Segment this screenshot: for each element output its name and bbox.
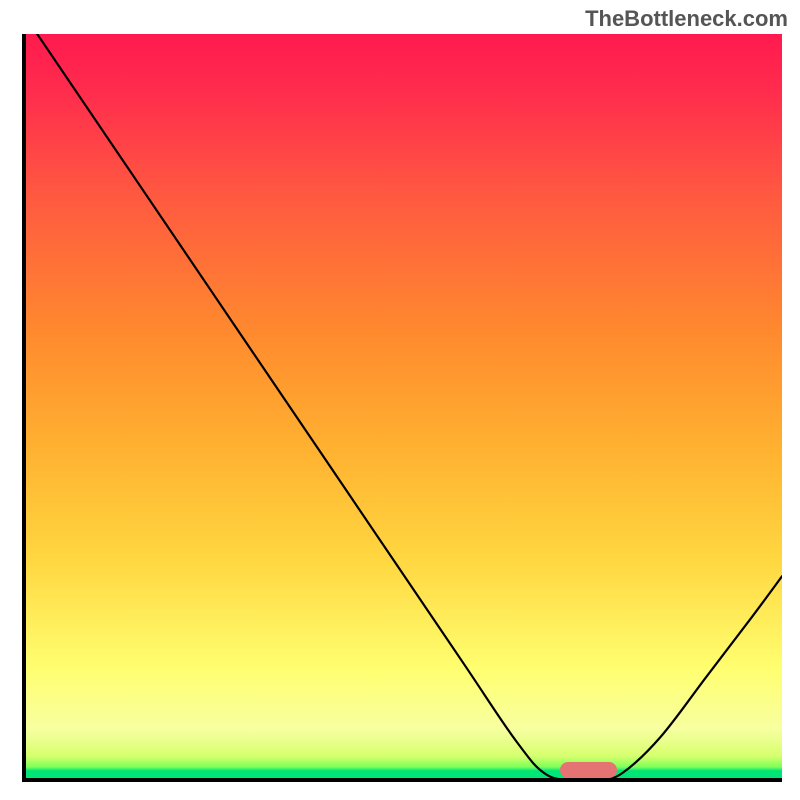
sweet-spot-marker: [560, 762, 617, 778]
plot-area: [22, 34, 782, 782]
watermark-text: TheBottleneck.com: [585, 6, 788, 32]
gradient-background: [22, 34, 782, 782]
